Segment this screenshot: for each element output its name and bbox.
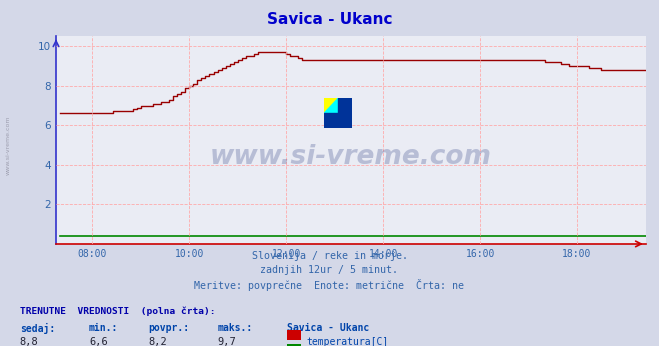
Text: Meritve: povprečne  Enote: metrične  Črta: ne: Meritve: povprečne Enote: metrične Črta:… <box>194 279 465 291</box>
Text: www.si-vreme.com: www.si-vreme.com <box>5 116 11 175</box>
Text: Savica - Ukanc: Savica - Ukanc <box>267 12 392 27</box>
Text: povpr.:: povpr.: <box>148 323 189 333</box>
Text: temperatura[C]: temperatura[C] <box>306 337 389 346</box>
Polygon shape <box>324 98 338 113</box>
Text: www.si-vreme.com: www.si-vreme.com <box>210 144 492 170</box>
Text: TRENUTNE  VREDNOSTI  (polna črta):: TRENUTNE VREDNOSTI (polna črta): <box>20 306 215 316</box>
Text: maks.:: maks.: <box>217 323 252 333</box>
Text: 9,7: 9,7 <box>217 337 236 346</box>
Text: min.:: min.: <box>89 323 119 333</box>
Text: sedaj:: sedaj: <box>20 323 55 334</box>
Text: zadnjih 12ur / 5 minut.: zadnjih 12ur / 5 minut. <box>260 265 399 275</box>
Text: 6,6: 6,6 <box>89 337 107 346</box>
Polygon shape <box>338 98 352 113</box>
Text: 8,8: 8,8 <box>20 337 38 346</box>
Polygon shape <box>324 98 338 113</box>
Polygon shape <box>324 98 338 113</box>
Text: Slovenija / reke in morje.: Slovenija / reke in morje. <box>252 251 407 261</box>
Text: Savica - Ukanc: Savica - Ukanc <box>287 323 369 333</box>
Polygon shape <box>324 98 338 113</box>
Text: 8,2: 8,2 <box>148 337 167 346</box>
Polygon shape <box>324 113 352 128</box>
